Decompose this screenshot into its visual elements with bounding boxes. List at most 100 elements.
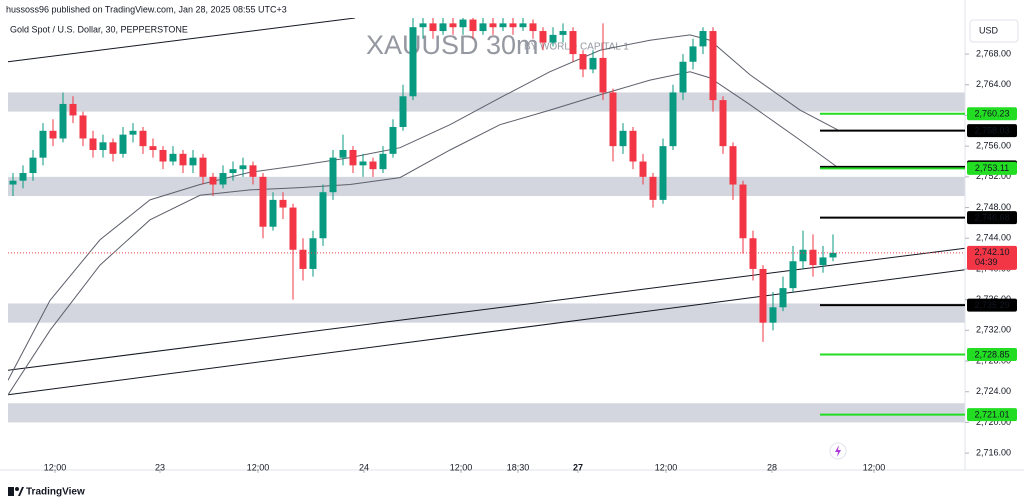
candle-body bbox=[739, 184, 747, 239]
candle-body bbox=[689, 46, 697, 62]
candle-body bbox=[269, 199, 277, 227]
x-tick-label: 12:00 bbox=[450, 462, 473, 472]
levels: 2,760.232,758.032,753.302,753.112,746.68… bbox=[820, 107, 1017, 422]
price-tag-label: 2,758.03 bbox=[974, 125, 1009, 135]
watermark-sub: BY WORLD CAPITAL 1 bbox=[524, 42, 629, 53]
candle-body bbox=[649, 176, 657, 200]
candle-body bbox=[539, 31, 547, 43]
candle-body bbox=[589, 57, 597, 70]
y-tick-label: 2,716.00 bbox=[976, 447, 1011, 457]
candle-body bbox=[549, 34, 557, 43]
candle-body bbox=[789, 261, 797, 289]
candle-body bbox=[499, 23, 507, 28]
y-tick-label: 2,724.00 bbox=[976, 386, 1011, 396]
candle-body bbox=[49, 130, 57, 139]
x-tick-label: 12:00 bbox=[44, 462, 67, 472]
price-tag-label: 2,746.68 bbox=[974, 213, 1009, 223]
currency-label[interactable]: USD bbox=[979, 25, 999, 35]
last-price-tag bbox=[967, 245, 1017, 270]
candle-body bbox=[239, 165, 247, 170]
y-tick-label: 2,748.00 bbox=[976, 202, 1011, 212]
candle-body bbox=[199, 157, 207, 177]
candle-body bbox=[389, 126, 397, 154]
publish-info: hussoss96 published on TradingView.com, … bbox=[6, 4, 287, 14]
logo-mark bbox=[15, 487, 19, 491]
x-tick-label: 27 bbox=[573, 462, 583, 472]
candle-body bbox=[89, 138, 97, 150]
candle-body bbox=[479, 23, 487, 32]
candle-body bbox=[799, 249, 807, 262]
candle-body bbox=[599, 57, 607, 93]
y-tick-label: 2,756.00 bbox=[976, 141, 1011, 151]
last-price-label: 2,742.10 bbox=[974, 247, 1009, 257]
candle-body bbox=[169, 153, 177, 162]
candle-body bbox=[399, 96, 407, 127]
y-tick-label: 2,768.00 bbox=[976, 48, 1011, 58]
candle-body bbox=[159, 149, 167, 162]
trendline bbox=[8, 18, 356, 63]
candle-body bbox=[279, 199, 287, 208]
candle-body bbox=[69, 103, 77, 116]
candle-body bbox=[779, 288, 787, 308]
candle-body bbox=[379, 153, 387, 170]
x-tick-label: 23 bbox=[155, 462, 165, 472]
candle-body bbox=[419, 23, 427, 28]
candle-body bbox=[349, 149, 357, 166]
x-tick-label: 12:00 bbox=[863, 462, 886, 472]
price-tag bbox=[967, 408, 1017, 422]
candle-body bbox=[299, 249, 307, 269]
zone bbox=[8, 403, 965, 423]
candle-body bbox=[119, 134, 127, 154]
candle-body bbox=[559, 31, 567, 35]
candle-body bbox=[639, 161, 647, 177]
candle-body bbox=[359, 161, 367, 166]
x-tick-label: 24 bbox=[359, 462, 369, 472]
candle-body bbox=[489, 23, 497, 28]
candle-body bbox=[9, 180, 17, 185]
zone bbox=[8, 303, 965, 323]
alert-icon-glyph bbox=[835, 445, 841, 457]
zone bbox=[8, 92, 965, 112]
logo-mark bbox=[8, 487, 14, 496]
price-tag bbox=[967, 107, 1017, 121]
y-tick-label: 2,732.00 bbox=[976, 325, 1011, 335]
candle-body bbox=[769, 307, 777, 323]
candle-body bbox=[219, 173, 227, 185]
zones bbox=[8, 92, 965, 423]
candle-body bbox=[179, 153, 187, 166]
candle-body bbox=[369, 161, 377, 170]
candle-body bbox=[669, 92, 677, 147]
trendline bbox=[8, 269, 965, 396]
x-tick-label: 18:30 bbox=[507, 462, 530, 472]
candle-body bbox=[129, 130, 137, 135]
countdown-label: 04:39 bbox=[975, 257, 998, 267]
price-tag bbox=[967, 348, 1017, 362]
price-tag-label: 2,760.23 bbox=[974, 109, 1009, 119]
candle-body bbox=[229, 169, 237, 174]
candle-body bbox=[409, 27, 417, 97]
currency-box[interactable] bbox=[969, 19, 1019, 43]
price-tag-label: 2,728.85 bbox=[974, 349, 1009, 359]
candle-body bbox=[249, 165, 257, 177]
plot-area bbox=[8, 18, 965, 396]
candle-body bbox=[519, 23, 527, 28]
candle-body bbox=[439, 23, 447, 32]
candle-body bbox=[759, 268, 767, 323]
price-tag-label: 2,721.01 bbox=[974, 410, 1009, 420]
candle-body bbox=[59, 103, 67, 139]
x-tick-label: 28 bbox=[767, 462, 777, 472]
candle-body bbox=[529, 23, 537, 32]
candle-body bbox=[259, 176, 267, 227]
y-tick-label: 2,744.00 bbox=[976, 233, 1011, 243]
x-tick-label: 12:00 bbox=[247, 462, 270, 472]
trendline bbox=[8, 247, 965, 371]
watermark: XAUUSD 30m bbox=[366, 30, 539, 60]
candle-body bbox=[749, 238, 757, 269]
logo-mark bbox=[18, 487, 24, 496]
candle-body bbox=[289, 207, 297, 250]
candle-body bbox=[189, 157, 197, 166]
candle-body bbox=[329, 157, 337, 193]
